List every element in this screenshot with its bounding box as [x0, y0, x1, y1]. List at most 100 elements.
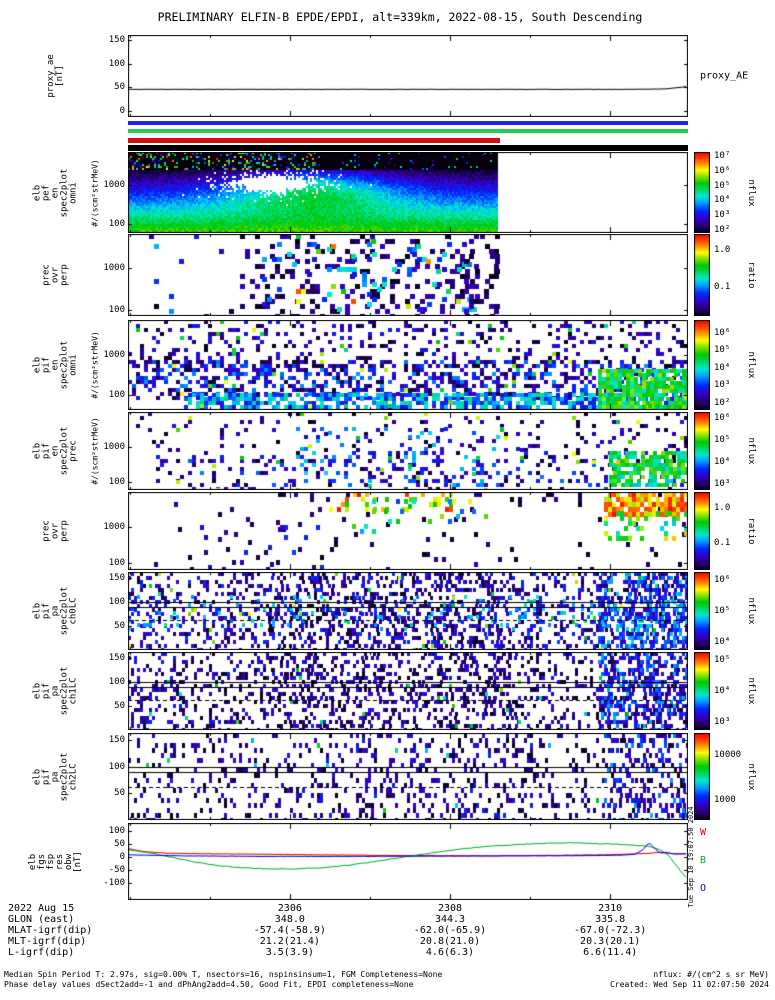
colorbar-tick-label: 0.1 [714, 537, 731, 548]
ephemeris-value: 344.3 [434, 914, 466, 925]
figure-title: PRELIMINARY ELFIN-B EPDE/EPDI, alt=339km… [157, 10, 643, 24]
panel-pif-en-prec: elb pif en spec2plot prec #/(scm²strMeV)… [0, 412, 775, 490]
y-axis-tick-label: 1000 [103, 442, 125, 453]
colorbar-tick-label: 10⁴ [714, 362, 731, 373]
colorbar [694, 412, 710, 490]
colorbar [694, 234, 710, 316]
panel-ylabel: elb fgs fsp res obw [nT] [28, 850, 83, 873]
date-label: 2022 Aug 15 [8, 903, 75, 914]
panel-pef-en-omni: elb pef en spec2plot omni #/(scm²strMeV)… [0, 151, 775, 235]
colorbar [694, 320, 710, 410]
ephemeris-row-label: MLT-igrf(dip) [8, 936, 87, 947]
p6-plot-canvas [128, 492, 688, 570]
p10-plot-canvas [128, 823, 688, 900]
colorbar-tick-label: 10⁴ [714, 195, 731, 206]
panel-pitch-angle-ch2lc: elb pif pa spec2plot ch2LC 150 100 50 10000… [0, 733, 775, 820]
ephemeris-row-label: MLAT-igrf(dip) [8, 925, 93, 936]
ephemeris-value: 20.8(21.0) [419, 936, 481, 947]
colorbar-tick-label: 10⁴ [714, 686, 731, 696]
colorbar-tick-label: 10⁴ [714, 637, 731, 648]
panel-ylabel: elb pif en spec2plot omni [32, 340, 79, 390]
colorbar-unit-label: nflux [746, 437, 756, 465]
panel-fgs-magnetometer: elb fgs fsp res obw [nT] 100 50 0 -50 -100 W B… [0, 823, 775, 900]
colorbar [694, 733, 710, 820]
availability-bar-black [128, 145, 688, 151]
ephemeris-value: 20.3(20.1) [580, 936, 641, 947]
p8-plot-canvas [128, 652, 688, 730]
y-axis-tick-label: 150 [108, 734, 125, 745]
y-axis-tick-label: 0 [119, 106, 125, 117]
ephemeris-value: 348.0 [274, 914, 305, 925]
availability-bar-red [128, 138, 500, 143]
ephemeris-value: 3.5(3.9) [265, 947, 314, 958]
panel-ylabel: elb pif pa spec2plot ch0LC [32, 586, 79, 636]
panel-ylabel: elb pif pa spec2plot ch2LC [32, 752, 79, 801]
y-axis-tick-label: 150 [108, 573, 125, 584]
side-timestamp: Tue Sep 10 19:07:50 2024 [687, 806, 695, 908]
colorbar-unit-label: ratio [746, 517, 756, 545]
p4-plot-canvas [128, 320, 688, 410]
fgs-component-label-b: B [700, 855, 707, 866]
panel-pitch-angle-ch1lc: elb pif pa spec2plot ch1LC 150 100 50 10⁵ 10… [0, 652, 775, 730]
footer-created-timestamp: Created: Wed Sep 11 02:07:50 2024 [610, 980, 769, 989]
y-axis-tick-label: 1000 [103, 180, 125, 191]
y-axis-tick-label: 50 [114, 82, 125, 93]
colorbar-unit-label: nflux [746, 762, 756, 791]
panel-pif-en-omni: elb pif en spec2plot omni #/(scm²strMeV)… [0, 320, 775, 410]
colorbar [694, 152, 710, 233]
y-axis-tick-label: 100 [108, 557, 125, 568]
ephemeris-row-label: L-igrf(dip) [8, 947, 75, 958]
ephemeris-value: 335.8 [595, 914, 626, 925]
ephemeris-row-label: GLON (east) [8, 914, 75, 925]
fgs-component-label-w: W [700, 827, 707, 838]
colorbar-tick-label: 1000 [714, 794, 736, 805]
colorbar-tick-label: 10⁶ [714, 413, 731, 424]
colorbar-tick-label: 10² [714, 224, 731, 235]
colorbar-tick-label: 10³ [714, 478, 731, 489]
panel-ylabel: elb pif pa spec2plot ch1LC [32, 666, 79, 716]
y-axis-tick-label: 100 [108, 761, 125, 772]
colorbar-tick-label: 10⁵ [714, 654, 731, 665]
y-axis-tick-label: 100 [108, 219, 125, 230]
time-tick-label: 2306 [277, 903, 302, 914]
panel-pef-ratio: prec ovr perp 1000 100 1.0 0.1 ratio [0, 234, 775, 316]
colorbar-tick-label: 10⁵ [714, 606, 731, 616]
y-axis-tick-label: 50 [114, 621, 125, 632]
footer-nflux-units: nflux: #/(cm^2 s sr MeV) [653, 970, 769, 979]
colorbar-unit-label: nflux [746, 677, 756, 705]
colorbar-tick-label: 1.0 [714, 245, 731, 256]
y-axis-tick-label: 1000 [103, 262, 125, 273]
colorbar-tick-label: 10⁴ [714, 456, 731, 467]
panel-ylabel: proxy_ae [nT] [46, 54, 65, 98]
y-axis-tick-label: -50 [108, 864, 125, 875]
footer-line-1: Median Spin Period T: 2.97s, sig=0.00% T… [4, 970, 443, 979]
colorbar [694, 572, 710, 650]
ephemeris-value: 21.2(21.4) [259, 936, 320, 947]
p7-plot-canvas [128, 572, 688, 650]
time-tick-label: 2310 [598, 903, 623, 914]
colorbar-tick-label: 10² [714, 397, 731, 408]
y-axis-tick-label: 50 [114, 701, 125, 712]
panel-pitch-angle-ch0lc: elb pif pa spec2plot ch0LC 150 100 50 10⁶ 10… [0, 572, 775, 650]
colorbar-unit-label: nflux [746, 597, 756, 625]
colorbar-tick-label: 10⁵ [714, 180, 731, 191]
footer-line-2: Phase delay values dSect2add=-1 and dPhA… [4, 980, 414, 989]
p2-plot-canvas [128, 152, 688, 233]
colorbar-tick-label: 10³ [714, 380, 731, 391]
y-axis-tick-label: 100 [108, 825, 125, 836]
p9-plot-canvas [128, 733, 688, 820]
ephemeris-value: 6.6(11.4) [583, 947, 638, 958]
y-axis-tick-label: 0 [119, 851, 125, 862]
panel-ylabel: elb pif en spec2plot prec [32, 426, 79, 476]
colorbar-tick-label: 10³ [714, 210, 731, 221]
colorbar-tick-label: 0.1 [714, 282, 731, 293]
colorbar [694, 492, 710, 570]
y-axis-tick-label: 100 [108, 477, 125, 488]
y-axis-tick-label: 150 [108, 653, 125, 664]
p3-plot-canvas [128, 234, 688, 316]
panel-proxy-ae: proxy_ae [nT] proxy_AE 150 100 50 0 [0, 35, 775, 117]
panel-ylabel: prec ovr perp [41, 264, 70, 286]
colorbar-tick-label: 10⁵ [714, 435, 731, 446]
colorbar-unit-label: nflux [746, 178, 756, 207]
colorbar-tick-label: 10⁵ [714, 345, 731, 356]
